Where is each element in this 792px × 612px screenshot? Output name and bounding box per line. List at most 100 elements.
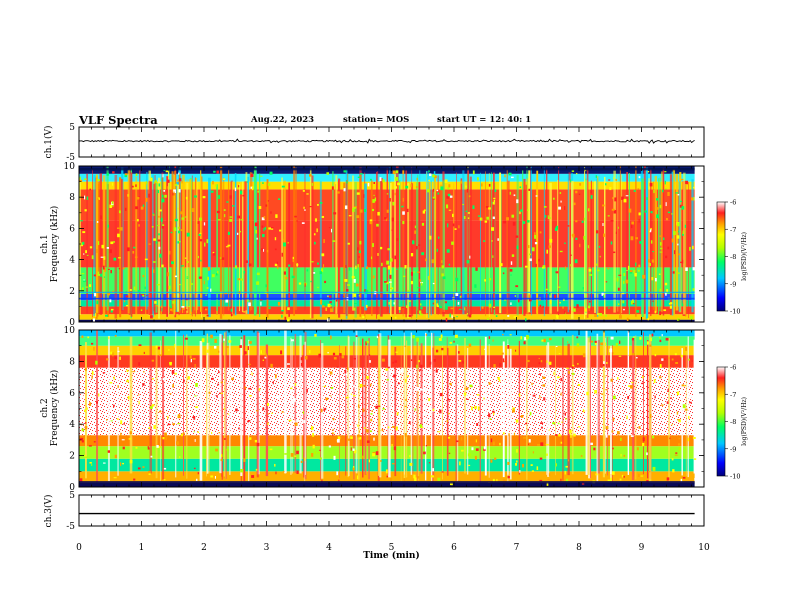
ch1-spectrogram-speckle (542, 266, 545, 269)
ch1-spectrogram-speckle (621, 196, 624, 200)
ch1-spectrogram-speckle (94, 292, 97, 297)
ch2-spectrogram-speckle (572, 364, 575, 367)
ch2-spectrogram-speckle (558, 353, 561, 355)
ch2-spectrogram-streak (338, 344, 340, 479)
ch1-spectrogram-speckle (158, 233, 160, 236)
ch1-spectrogram-speckle (595, 175, 597, 178)
ch1-spectrogram-speckle (353, 307, 356, 311)
ch2-spectrogram-speckle (168, 349, 170, 351)
ch2-spectrogram-speckle (413, 474, 416, 479)
ch1-spectrogram-streak (525, 184, 527, 313)
ch1-spectrogram-speckle (520, 209, 523, 212)
ch2-spectrogram-speckle (143, 351, 145, 355)
ch2-spectrogram-streak (223, 332, 226, 479)
ch1-spectrogram-speckle (260, 301, 262, 306)
ch1-spectrogram-speckle (162, 224, 165, 226)
ch1-spectrogram-speckle (117, 227, 120, 229)
ch1-spectrogram-speckle (353, 278, 356, 283)
ch2-spectrogram-speckle (471, 406, 473, 411)
ch1-spectrogram-speckle (671, 238, 674, 243)
ch1-spectrogram-speckle (229, 216, 233, 218)
ch1-spectrogram-speckle (466, 188, 469, 193)
ch2-spectrogram-speckle (162, 437, 165, 440)
ch2-spectrogram-speckle (182, 432, 185, 435)
ch2-spectrogram-speckle (376, 335, 379, 339)
ch1-spectrogram-speckle (509, 191, 511, 195)
ch1-spectrogram-speckle (177, 226, 180, 229)
ch1-spectrogram-streak (683, 172, 686, 315)
ch2-spectrogram-speckle (195, 406, 199, 409)
ch2-spectrogram-speckle (400, 369, 404, 373)
ch1-spectrogram-speckle (579, 183, 582, 186)
ch1-spectrogram-speckle (402, 220, 405, 225)
ch2-spectrogram-streak (446, 337, 448, 475)
ch1-spectrogram-speckle (418, 310, 422, 314)
ch1-spectrogram-speckle (405, 305, 408, 308)
ch1-spectrogram-speckle (198, 233, 201, 236)
ch1-spectrogram-speckle (408, 314, 412, 317)
ch1-spectrogram-streak (168, 171, 170, 317)
ch2-spectrogram-streak (206, 342, 209, 474)
ch1-spectrogram-speckle (165, 170, 169, 173)
ch1-spectrogram-speckle (549, 238, 553, 243)
ch1-spectrogram-speckle (144, 286, 146, 290)
ch1-spectrogram-speckle (281, 309, 284, 312)
ch1-spectrogram-speckle (386, 193, 389, 195)
ch1-spectrogram-speckle (206, 239, 209, 244)
ch1-spectrogram-speckle (274, 263, 278, 267)
ch2-spectrogram-speckle (539, 395, 541, 399)
ch2-spectrogram-speckle (676, 391, 680, 396)
ch2-spectrogram-speckle (332, 428, 334, 431)
ch2-spectrogram-streak (155, 345, 158, 479)
ch2-spectrogram-speckle (692, 436, 696, 439)
ch2-spectrogram-speckle (106, 419, 108, 421)
ch2-spectrogram-speckle (594, 340, 597, 343)
ch2-spectrogram-speckle (610, 477, 612, 482)
ch1-spectrogram-streak (584, 178, 587, 313)
ch1-spectrogram-speckle (497, 238, 499, 241)
ch2-spectrogram-speckle (606, 361, 608, 364)
ch2-spectrogram-speckle (659, 376, 662, 379)
ch2-spectrogram-speckle (370, 418, 373, 422)
ch1-spectrogram-speckle (635, 237, 639, 240)
ch2-spectrogram-speckle (358, 430, 361, 433)
ch1-spectrogram-speckle (639, 241, 642, 244)
ch1-spectrogram-speckle (342, 295, 344, 298)
ch1-spectrogram-speckle (314, 241, 316, 245)
ch1-spectrogram-speckle (369, 221, 373, 225)
ch2-spectrogram-streak (484, 336, 487, 476)
ch1-spectrogram-speckle (348, 267, 351, 271)
ch2-spectrogram-speckle (383, 376, 386, 381)
ch1-spectrogram-streak (253, 166, 257, 316)
ch2-spectrogram-speckle (687, 437, 690, 442)
ch1-spectrogram-speckle (82, 231, 86, 234)
ch1-spectrogram-streak (440, 184, 442, 315)
ch2-spectrogram-speckle (577, 383, 581, 387)
ch1-spectrogram-speckle (117, 233, 120, 238)
ch1-spectrogram-speckle (410, 272, 413, 276)
ch1-spectrogram-speckle (681, 206, 685, 210)
ch1-spectrogram-speckle (82, 241, 85, 245)
ch2-spectrogram-speckle (330, 386, 334, 389)
ch1-spectrogram-speckle (185, 196, 188, 200)
ch1-spectrogram-speckle (666, 218, 668, 221)
ch1-spectrogram-streak (259, 173, 261, 317)
ch1-spectrogram-speckle (401, 205, 404, 208)
ch1-spectrogram-speckle (655, 198, 659, 201)
ch1-spectrogram-speckle (200, 259, 202, 262)
ch1-spectrogram-streak (161, 172, 164, 313)
ch2-spectrogram-streak (320, 340, 322, 480)
ch1-spectrogram-speckle (184, 216, 187, 218)
ch1-spectrogram-speckle (483, 240, 486, 242)
ch1-spectrogram-speckle (206, 287, 209, 289)
ch1-spectrogram-speckle (353, 207, 356, 209)
ch2-spectrogram-speckle (539, 479, 543, 482)
x-tick-label: 3 (264, 543, 270, 553)
ch2-spectrogram-speckle (407, 375, 409, 378)
ch1-spectrogram-streak (234, 173, 237, 316)
ch1-spectrogram-speckle (392, 201, 395, 206)
ch1-spectrogram-speckle (432, 302, 434, 305)
ch1-spectrogram-speckle (650, 211, 653, 214)
ch1-spectrogram-streak (216, 184, 218, 315)
ch2-spectrogram-speckle (294, 383, 297, 386)
